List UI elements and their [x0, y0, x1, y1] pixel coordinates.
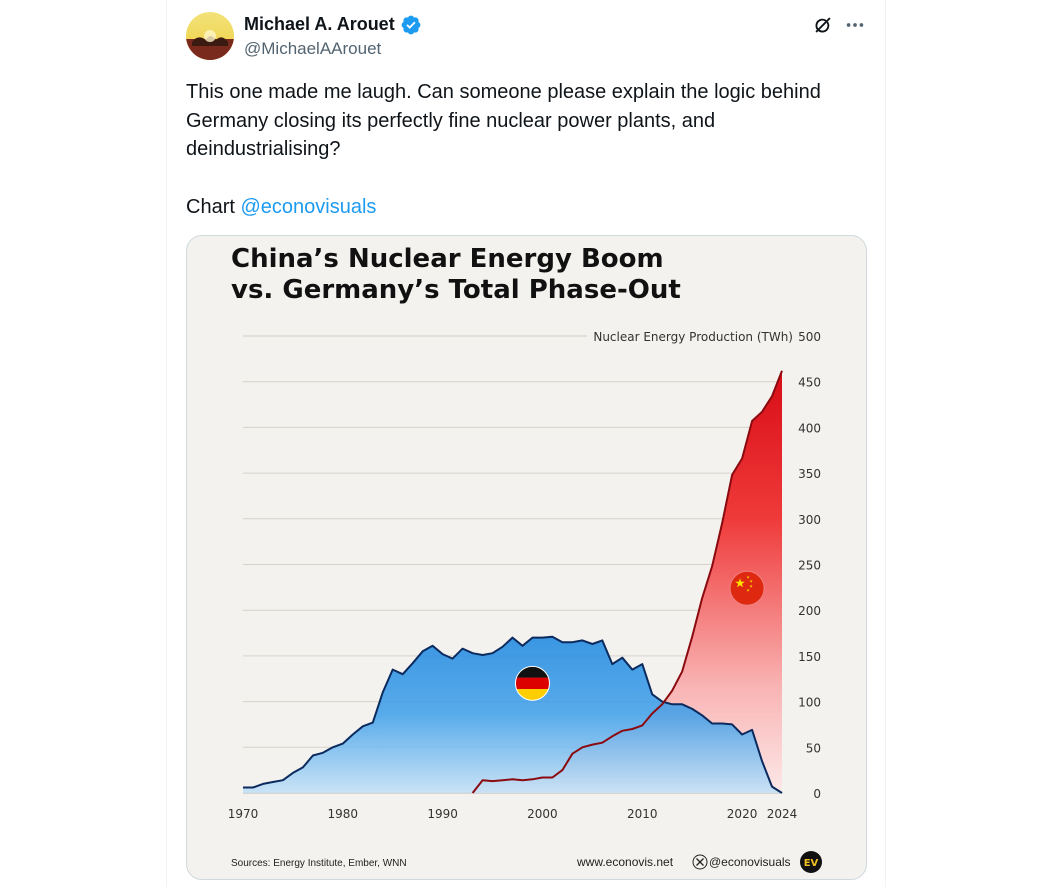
china-area	[472, 370, 782, 793]
chart-title-line2: vs. Germany’s Total Phase-Out	[231, 275, 681, 305]
x-tick-label: 1990	[427, 807, 458, 821]
x-tick-label: 2024	[767, 807, 798, 821]
author-handle[interactable]: @MichaelAArouet	[244, 39, 382, 58]
tweet-text: This one made me laugh. Can someone plea…	[186, 78, 866, 221]
chart-title-line1: China’s Nuclear Energy Boom	[231, 244, 664, 274]
tweet-text-body: This one made me laugh. Can someone plea…	[186, 81, 821, 161]
china-flag-star	[746, 588, 750, 592]
author-name[interactable]: Michael A. Arouet	[244, 14, 395, 34]
y-tick-label: 300	[798, 513, 821, 527]
germany-line	[243, 635, 783, 794]
y-tick-label: 400	[798, 421, 821, 435]
mention-link[interactable]: @econovisuals	[240, 195, 377, 218]
germany-flag-icon	[515, 666, 550, 701]
timeline-border-right	[885, 0, 886, 887]
y-tick-label: 0	[813, 787, 821, 801]
y-axis-label: Nuclear Energy Production (TWh)	[593, 330, 793, 344]
grok-icon[interactable]	[812, 14, 834, 36]
y-tick-label: 150	[798, 650, 821, 664]
more-options-icon[interactable]	[844, 14, 866, 36]
china-line	[471, 370, 783, 794]
x-tick-label: 1980	[328, 807, 359, 821]
y-tick-label: 250	[798, 559, 821, 573]
tweet-text-credit: Chart @econovisuals	[186, 193, 866, 222]
china-flag-star	[749, 579, 753, 583]
china-flag-icon	[729, 570, 765, 606]
germany-area	[243, 636, 782, 793]
chart-social: @econovisuals	[709, 855, 791, 869]
chart-svg: China’s Nuclear Energy Boom vs. Germany’…	[228, 244, 822, 873]
y-tick-label: 200	[798, 604, 821, 618]
econovisuals-logo	[800, 851, 822, 873]
tweet-media-chart[interactable]: China’s Nuclear Energy Boom vs. Germany’…	[186, 235, 867, 880]
x-tick-label: 2020	[727, 807, 758, 821]
y-tick-label: 100	[798, 696, 821, 710]
y-tick-label: 50	[806, 741, 821, 755]
y-tick-label: 350	[798, 467, 821, 481]
china-flag-star	[749, 584, 753, 588]
chart-website: www.econovis.net	[576, 855, 674, 869]
x-logo-icon	[692, 854, 708, 870]
china-flag-star	[746, 575, 750, 579]
china-flag-star	[735, 578, 745, 588]
avatar[interactable]	[186, 12, 234, 60]
verified-badge-icon	[400, 14, 422, 36]
x-tick-label: 1970	[228, 807, 259, 821]
y-tick-label: 500	[798, 330, 821, 344]
econovisuals-logo-text: EV	[804, 858, 819, 869]
chart-sources: Sources: Energy Institute, Ember, WNN	[231, 858, 407, 869]
credit-prefix: Chart	[186, 195, 241, 218]
x-tick-label: 2000	[527, 807, 558, 821]
y-tick-label: 450	[798, 376, 821, 390]
x-tick-label: 2010	[627, 807, 658, 821]
timeline-border-left	[166, 0, 167, 887]
